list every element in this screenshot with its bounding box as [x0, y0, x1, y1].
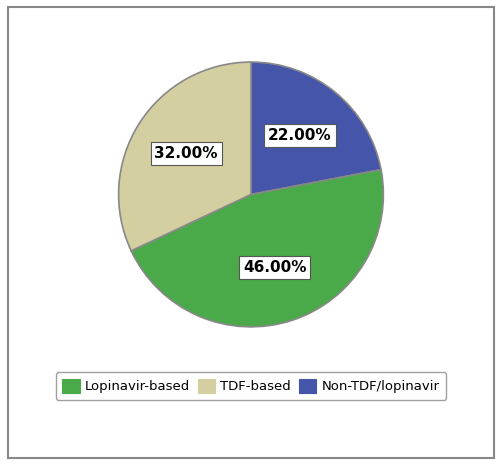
Wedge shape	[131, 170, 383, 327]
Wedge shape	[250, 62, 380, 194]
Wedge shape	[118, 62, 250, 251]
Text: 22.00%: 22.00%	[268, 128, 331, 143]
Text: 32.00%: 32.00%	[154, 146, 217, 161]
Text: 46.00%: 46.00%	[242, 260, 306, 275]
Legend: Lopinavir-based, TDF-based, Non-TDF/lopinavir: Lopinavir-based, TDF-based, Non-TDF/lopi…	[56, 372, 445, 400]
